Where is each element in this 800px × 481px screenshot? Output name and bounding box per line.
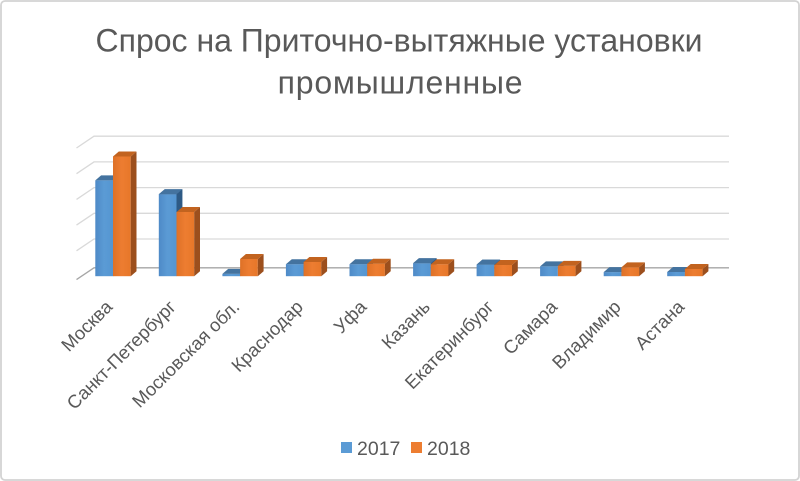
svg-text:2017: 2017	[357, 438, 400, 460]
svg-text:промышленные: промышленные	[278, 65, 524, 101]
svg-text:Спрос на Приточно-вытяжные уст: Спрос на Приточно-вытяжные установки	[96, 22, 703, 58]
svg-text:2018: 2018	[427, 438, 470, 460]
